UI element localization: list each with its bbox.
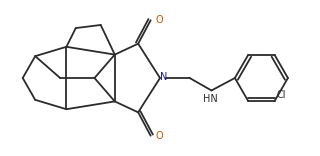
Text: Cl: Cl <box>277 90 286 100</box>
Text: O: O <box>156 131 163 141</box>
Text: HN: HN <box>203 94 217 104</box>
Text: O: O <box>156 15 163 25</box>
Text: N: N <box>160 72 167 82</box>
